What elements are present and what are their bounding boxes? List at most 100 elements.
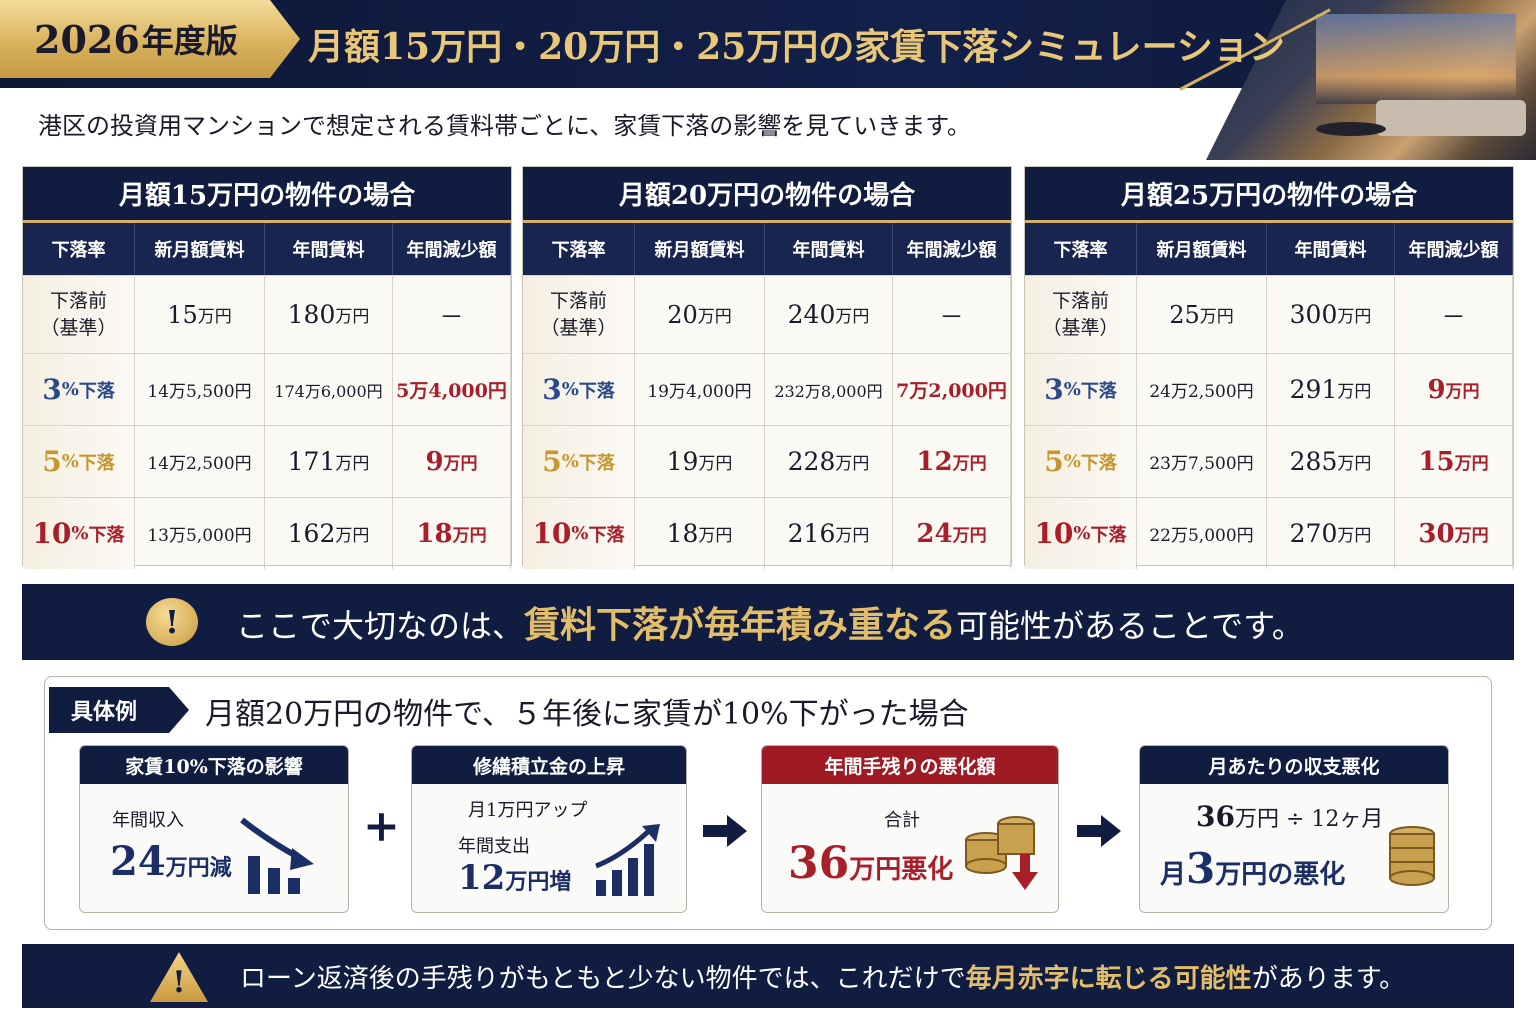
annual-unit: 万円 [1337,307,1372,327]
monthly-num: 15 [167,300,198,329]
table-row: 5% 下落 14万2,500円 171 万円 9 万円 [23,425,511,497]
monthly-unit: 万円 [197,307,232,327]
rate-drop: 下落 [578,452,615,474]
decrease-cell: 9 万円 [1395,354,1513,425]
window-view [1316,14,1516,104]
table-shape [1316,122,1386,136]
year-number: 2026 [34,16,140,62]
card-monthly-num: 3 [1186,844,1216,893]
rate-drop: 下落 [578,380,615,402]
monthly-cell: 22万5,000円 [1137,498,1267,569]
rate-cell: 10% 下落 [1025,498,1137,569]
monthly-unit: 万円 [1199,307,1234,327]
rent-table: 月額15万円の物件の場合 下落率 新月額賃料 年間賃料 年間減少額 下落前 （基準） 15 万円… [22,166,512,569]
annual-num: 270 [1289,519,1338,548]
monthly-unit: 万円 [698,454,733,474]
warning-post: があります。 [1251,963,1406,994]
monthly-num: 20 [667,300,698,329]
decrease-num: 30 [1418,518,1455,549]
page-title: 月額15万円・20万円・25万円の家賃下落シミュレーション [308,26,1285,68]
rate-cell: 3% 下落 [23,354,135,425]
warning-text: ローン返済後の手残りがもともと少ない物件では、これだけで毎月赤字に転じる可能性が… [240,958,1405,995]
column-header: 年間賃料 [765,223,893,275]
decrease-num: 18 [416,518,453,549]
card-repair-fund-value: 12万円増 [458,858,571,898]
annual-cell: 162 万円 [265,498,393,569]
decrease-cell: 12 万円 [893,426,1011,497]
rate-num: 10 [1034,517,1074,550]
annual-unit: 万円 [335,307,370,327]
table-header-row: 下落率 新月額賃料 年間賃料 年間減少額 [1025,223,1513,275]
rate-pct: % [561,379,579,400]
card-total-label: 合計 [884,810,920,831]
notice-banner: ! ここで大切なのは、賃料下落が毎年積み重なる可能性があることです。 [22,584,1514,660]
card-repair-fund-unit: 万円増 [505,869,572,895]
annual-cell: 240 万円 [765,276,893,353]
base-label-line2: （基準） [1042,316,1119,339]
card-monthly-value: 月3万円の悪化 [1160,844,1345,893]
rate-num: 3 [542,373,562,406]
annual-cell: 300 万円 [1267,276,1395,353]
decrease-cell: － [393,276,511,353]
rate-num: 10 [32,517,72,550]
rate-num: 3 [1044,373,1064,406]
annual-cell: 228 万円 [765,426,893,497]
decrease-cell: － [1395,276,1513,353]
decrease-cell: 15 万円 [1395,426,1513,497]
annual-unit: 万円 [835,307,870,327]
table-row: 3% 下落 24万2,500円 291 万円 9 万円 [1025,353,1513,425]
rate-cell: 10% 下落 [523,498,635,569]
notice-text: ここで大切なのは、賃料下落が毎年積み重なる可能性があることです。 [236,596,1304,648]
rate-cell: 下落前 （基準） [23,276,135,353]
rate-cell: 5% 下落 [523,426,635,497]
example-tag: 具体例 [49,687,189,733]
card-repair-fund-num: 12 [458,858,506,898]
card-rent-drop-label: 年間収入 [112,810,184,831]
decrease-cell: － [893,276,1011,353]
rent-table: 月額25万円の物件の場合 下落率 新月額賃料 年間賃料 年間減少額 下落前 （基準） 25 万円… [1024,166,1514,569]
rate-drop: 下落 [588,524,625,546]
rate-cell: 10% 下落 [23,498,135,569]
card-total-unit: 万円悪化 [849,855,954,885]
table-row: 5% 下落 23万7,500円 285 万円 15 万円 [1025,425,1513,497]
decrease-unit: 万円 [952,454,987,474]
card-repair-fund-line1: 月1万円アップ [468,800,588,821]
rate-num: 10 [532,517,572,550]
decrease-num: 12 [916,446,953,477]
table-row: 下落前 （基準） 15 万円 180 万円－ [23,275,511,353]
rate-drop: 下落 [78,452,115,474]
annual-cell: 291 万円 [1267,354,1395,425]
annual-unit: 万円 [835,454,870,474]
rate-drop: 下落 [1090,524,1127,546]
card-rent-drop: 家賃10%下落の影響 年間収入 24万円減 [79,745,349,913]
rate-num: 5 [542,445,562,478]
annual-cell: 171 万円 [265,426,393,497]
card-total-num: 36 [788,838,850,889]
decrease-unit: 万円 [1445,382,1480,402]
decrease-unit: 万円 [1454,454,1489,474]
monthly-num: 19 [666,447,699,476]
decrease-num: 7万2,000円 [896,380,1007,402]
card-total-head: 年間手残りの悪化額 [762,746,1058,784]
decrease-num: 9 [1427,374,1446,405]
sofa-shape [1376,100,1526,136]
annual-cell: 216 万円 [765,498,893,569]
rate-drop: 下落 [1080,452,1117,474]
table-row: 10% 下落 13万5,000円 162 万円 18 万円 [23,497,511,569]
monthly-unit: 万円 [697,307,732,327]
notice-pre: ここで大切なのは、 [236,607,525,645]
annual-num: 216 [787,519,836,548]
annual-cell: 232万8,000円 [765,354,893,425]
rate-pct: % [1073,523,1091,544]
annual-cell: 270 万円 [1267,498,1395,569]
rate-pct: % [1063,451,1081,472]
notice-post: 可能性があることです。 [956,607,1304,645]
plus-icon: + [363,801,400,852]
rate-cell: 5% 下落 [1025,426,1137,497]
annual-unit: 万円 [835,526,870,546]
card-repair-fund-head: 修繕積立金の上昇 [412,746,686,784]
monthly-cell: 15 万円 [135,276,265,353]
table-title: 月額15万円の物件の場合 [23,167,511,223]
card-monthly-unit: 万円の悪化 [1215,860,1346,890]
notice-emphasis: 賃料下落が毎年積み重なる [524,604,957,646]
